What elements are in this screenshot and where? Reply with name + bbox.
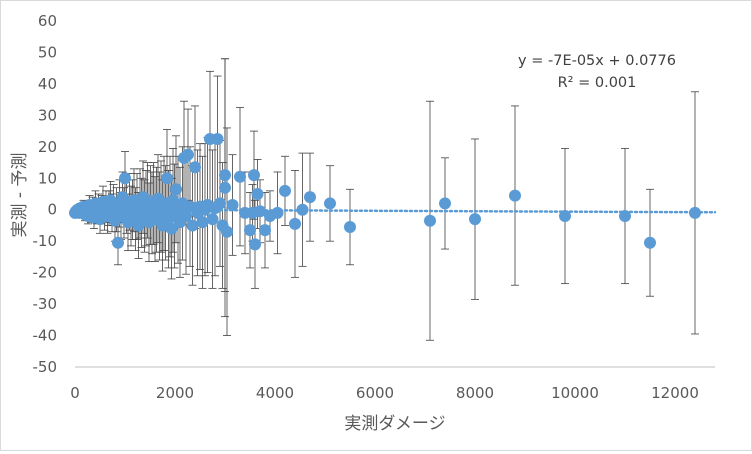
data-point bbox=[234, 170, 246, 183]
data-point bbox=[167, 194, 179, 207]
data-point bbox=[165, 222, 178, 235]
data-point bbox=[469, 213, 481, 226]
y-tick-labels: 60 50 40 30 20 10 0 -10 -20 -30 -40 -50 bbox=[33, 12, 58, 376]
data-point bbox=[112, 236, 124, 249]
data-point bbox=[509, 189, 521, 202]
data-point bbox=[289, 217, 301, 230]
data-point bbox=[226, 199, 239, 212]
y-tick-label: -20 bbox=[33, 264, 58, 282]
data-point bbox=[180, 210, 192, 223]
x-tick-label: 8000 bbox=[456, 384, 494, 402]
data-point bbox=[211, 132, 224, 145]
r-squared-label: R² = 0.001 bbox=[558, 75, 637, 91]
data-point bbox=[296, 203, 309, 216]
data-point bbox=[182, 148, 194, 161]
data-point bbox=[219, 181, 231, 194]
data-point bbox=[161, 172, 173, 185]
y-axis-title: 実測 - 予測 bbox=[10, 153, 30, 238]
data-point bbox=[196, 216, 209, 229]
y-tick-label: 30 bbox=[38, 106, 57, 124]
x-tick-label: 0 bbox=[70, 384, 80, 402]
trendline-equation: y = -7E-05x + 0.0776 bbox=[518, 53, 676, 69]
y-tick-label: 50 bbox=[38, 43, 57, 61]
y-tick-label: -30 bbox=[33, 295, 58, 313]
data-point bbox=[424, 214, 436, 227]
x-tick-label: 12000 bbox=[651, 384, 699, 402]
data-point bbox=[132, 219, 145, 232]
data-point bbox=[248, 169, 260, 182]
x-tick-label: 6000 bbox=[356, 384, 394, 402]
y-tick-label: 20 bbox=[38, 138, 57, 156]
data-point bbox=[186, 219, 199, 232]
data-point bbox=[251, 188, 264, 200]
data-point bbox=[244, 224, 256, 237]
y-tick-label: 60 bbox=[38, 12, 57, 30]
data-point bbox=[439, 197, 451, 210]
x-tick-label: 10000 bbox=[551, 384, 599, 402]
y-tick-label: 10 bbox=[38, 169, 57, 187]
data-point bbox=[644, 236, 656, 249]
data-point bbox=[254, 205, 266, 218]
data-point bbox=[619, 210, 631, 223]
data-point bbox=[221, 225, 233, 238]
data-point bbox=[271, 206, 284, 219]
data-point bbox=[259, 224, 271, 237]
data-point bbox=[249, 238, 261, 251]
data-point bbox=[170, 183, 182, 196]
x-tick-labels: 0 2000 4000 6000 8000 10000 12000 bbox=[70, 384, 699, 402]
y-tick-label: 40 bbox=[38, 75, 57, 93]
y-tick-label: -50 bbox=[33, 358, 58, 376]
y-tick-label: -40 bbox=[33, 327, 58, 345]
data-point bbox=[206, 213, 219, 226]
data-point bbox=[689, 206, 701, 219]
data-point bbox=[279, 184, 291, 197]
data-point bbox=[119, 172, 131, 185]
x-tick-label: 2000 bbox=[156, 384, 194, 402]
data-point bbox=[559, 210, 571, 223]
data-points bbox=[69, 132, 701, 251]
data-point bbox=[344, 221, 356, 234]
data-point bbox=[324, 197, 336, 210]
y-tick-label: -10 bbox=[33, 232, 58, 250]
data-point bbox=[304, 191, 316, 204]
x-axis-title: 実測ダメージ bbox=[344, 414, 445, 434]
x-tick-label: 4000 bbox=[256, 384, 294, 402]
data-point bbox=[189, 161, 201, 174]
data-point bbox=[219, 169, 231, 182]
y-tick-label: 0 bbox=[47, 201, 57, 219]
data-point bbox=[214, 197, 226, 210]
